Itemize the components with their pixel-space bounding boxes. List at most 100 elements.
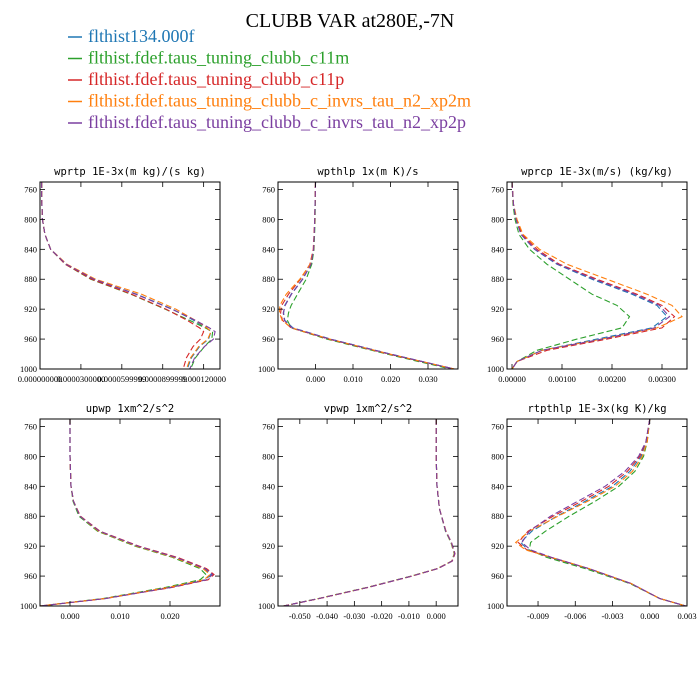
y-tick-label: 920 [262,304,275,314]
y-tick-label: 960 [24,334,37,344]
y-tick-label: 920 [24,541,37,551]
y-tick-label: 840 [491,244,504,254]
chart-panel: upwp 1xm^2/s^2 760 800 840 880 920 960 1000 0.00… [20,403,221,621]
plot-frame [39,418,221,607]
y-tick-label: 880 [262,274,275,284]
x-tick-label: 0.00000 [498,374,526,384]
plot-frame [277,418,459,607]
y-tick-label: 760 [491,421,504,431]
series-line [511,182,676,369]
y-tick-label: 960 [491,571,504,581]
panels: wprtp 1E-3x(m kg)/(s kg) 760 800 840 880 920 9… [18,166,697,621]
x-tick-label: -0.020 [371,611,393,621]
x-tick-label: 0.020 [381,374,400,384]
y-tick-label: 1000 [258,364,275,374]
panel-title: wprcp 1E-3x(m/s) (kg/kg) [521,166,673,178]
x-tick-label: 0.0000899999 [138,374,187,384]
y-tick-label: 840 [262,244,275,254]
series-line [511,182,683,369]
series-line [41,182,216,369]
panel-title: vpwp 1xm^2/s^2 [324,403,413,415]
series-line [283,419,456,606]
legend-label: flthist.fdef.taus_tuning_clubb_c_invrs_t… [88,112,466,132]
plot-frame [277,181,459,370]
x-tick-label: 0.000 [306,374,325,384]
plot-frame [506,418,688,607]
x-tick-label: 0.010 [110,611,129,621]
y-tick-label: 840 [24,244,37,254]
series-line [283,419,456,606]
x-tick-label: 0.010 [343,374,362,384]
y-tick-label: 880 [24,274,37,284]
series-line [41,182,212,369]
legend-label: flthist.fdef.taus_tuning_clubb_c11p [88,69,344,89]
y-tick-label: 800 [262,214,275,224]
y-tick-label: 880 [262,511,275,521]
chart-panel: wprcp 1E-3x(m/s) (kg/kg) 760 800 840 880 920 9… [487,166,688,384]
legend-label: flthist134.000f [88,26,195,46]
chart-panel: vpwp 1xm^2/s^2 760 800 840 880 920 960 1000 -0.0… [258,403,459,621]
x-tick-label: 0.0000300000 [56,374,105,384]
y-tick-label: 880 [491,511,504,521]
chart-panel: wprtp 1E-3x(m kg)/(s kg) 760 800 840 880 920 9… [18,166,226,384]
y-tick-label: 840 [262,481,275,491]
y-tick-label: 880 [491,274,504,284]
x-tick-label: -0.030 [343,611,365,621]
legend-label: flthist.fdef.taus_tuning_clubb_c11m [88,48,349,68]
series-line [41,182,205,369]
y-tick-label: 800 [24,451,37,461]
y-tick-label: 920 [491,304,504,314]
series-line [40,419,215,606]
x-tick-label: 0.030 [418,374,437,384]
x-tick-label: -0.050 [289,611,311,621]
series-line [282,182,455,369]
y-tick-label: 1000 [20,601,37,611]
series-line [283,419,456,606]
figure-title: CLUBB VAR at280E,-7N [246,10,455,32]
x-tick-label: 0.0000599999 [97,374,146,384]
plot-frame [506,181,688,370]
x-tick-label: 0.00200 [598,374,626,384]
x-tick-label: 0.000000000 [18,374,63,384]
y-tick-label: 760 [24,421,37,431]
y-tick-label: 920 [491,541,504,551]
x-tick-label: 0.00300 [648,374,676,384]
y-tick-label: 960 [262,571,275,581]
series-line [519,419,686,606]
panel-title: wprtp 1E-3x(m kg)/(s kg) [54,166,206,178]
legend-entry: flthist.fdef.taus_tuning_clubb_c_invrs_t… [68,91,471,111]
panel-title: upwp 1xm^2/s^2 [86,403,175,415]
series-line [40,419,214,606]
x-tick-label: 0.000120000 [181,374,226,384]
y-tick-label: 760 [262,421,275,431]
series-line [511,182,671,369]
series-line [521,419,686,606]
x-tick-label: 0.000 [427,611,446,621]
y-tick-label: 760 [262,184,275,194]
y-tick-label: 920 [262,541,275,551]
x-tick-label: -0.003 [602,611,624,621]
x-tick-label: -0.040 [316,611,338,621]
x-tick-label: 0.000 [60,611,79,621]
y-tick-label: 800 [491,451,504,461]
chart-panel: wpthlp 1x(m K)/s 760 800 840 880 920 960 1000 0.… [258,166,459,384]
legend-entry: flthist.fdef.taus_tuning_clubb_c11m [68,48,349,68]
x-tick-label: -0.006 [564,611,586,621]
series-line [283,419,456,606]
y-tick-label: 800 [491,214,504,224]
y-tick-label: 1000 [20,364,37,374]
y-tick-label: 840 [24,481,37,491]
panel-title: wpthlp 1x(m K)/s [317,166,418,178]
y-tick-label: 960 [24,571,37,581]
plot-frame [39,181,221,370]
y-tick-label: 760 [24,184,37,194]
series-line [511,182,631,369]
series-line [528,419,686,606]
legend-entry: flthist.fdef.taus_tuning_clubb_c11p [68,69,344,89]
series-line [278,182,455,369]
series-line [280,182,455,369]
series-line [41,182,214,369]
y-tick-label: 960 [491,334,504,344]
legend: flthist134.000fflthist.fdef.taus_tuning_… [68,26,471,132]
